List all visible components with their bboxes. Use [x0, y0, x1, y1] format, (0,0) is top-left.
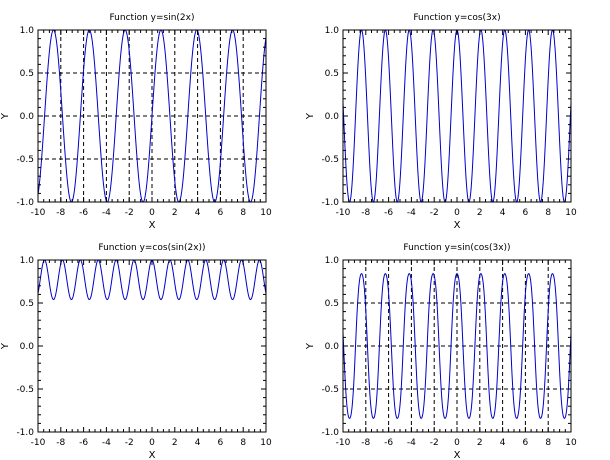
x-tick-label: -6 — [79, 438, 88, 448]
x-tick-label: 4 — [500, 438, 506, 448]
x-tick-label: 2 — [477, 208, 483, 218]
y-tick-label: 0.0 — [325, 342, 340, 352]
x-tick-label: -4 — [407, 208, 416, 218]
subplot-1: Function y=sin(2x) -10 -8 -6 -4 -2 0 2 4 6 8 10 -1.0… — [0, 13, 272, 231]
x-tick-label: 10 — [260, 208, 272, 218]
y-tick-label: 1.0 — [20, 256, 35, 266]
x-tick-label: 4 — [500, 208, 506, 218]
x-tick-label: 10 — [565, 438, 577, 448]
y-axis-label: Y — [305, 342, 316, 350]
x-tick-label: 2 — [172, 438, 178, 448]
x-tick-label: -4 — [102, 208, 111, 218]
x-tick-label: -8 — [361, 208, 370, 218]
x-tick-label: 0 — [149, 438, 155, 448]
plot-frame — [342, 29, 572, 203]
subplot-2: Function y=cos(3x) -10 -8 -6 -4 -2 0 2 4 6 8 10 -1.0… — [305, 13, 577, 231]
x-tick-label: 8 — [240, 438, 246, 448]
x-tick-label: -6 — [384, 438, 393, 448]
x-axis-label: X — [454, 450, 461, 460]
x-tick-label: -8 — [56, 208, 65, 218]
x-tick-label: -2 — [125, 208, 134, 218]
x-tick-label: -8 — [361, 438, 370, 448]
x-tick-label: 0 — [454, 208, 460, 218]
y-tick-label: 0.5 — [20, 69, 34, 79]
x-tick-label: 6 — [218, 208, 224, 218]
x-tick-label: -10 — [31, 438, 46, 448]
x-tick-label: 2 — [172, 208, 178, 218]
y-tick-label: 0.5 — [20, 299, 34, 309]
x-axis-label: X — [454, 220, 461, 231]
x-tick-label: -10 — [31, 208, 46, 218]
y-tick-label: 1.0 — [325, 256, 340, 266]
x-tick-label: 6 — [523, 208, 529, 218]
y-tick-label: 0.0 — [325, 112, 340, 122]
x-tick-label: 0 — [149, 208, 155, 218]
chart-title: Function y=sin(cos(3x)) — [403, 243, 510, 253]
y-tick-label: 1.0 — [20, 26, 35, 36]
series-line — [37, 259, 267, 301]
y-tick-label: -0.5 — [321, 155, 339, 165]
y-tick-label: -1.0 — [321, 198, 339, 208]
y-axis-label: Y — [0, 112, 11, 120]
series-line — [342, 29, 572, 203]
x-tick-label: 8 — [545, 208, 551, 218]
x-tick-label: -2 — [430, 208, 439, 218]
y-tick-label: -1.0 — [321, 428, 339, 438]
chart-title: Function y=cos(sin(2x)) — [98, 243, 205, 253]
y-tick-label: 0.0 — [20, 342, 35, 352]
x-tick-label: 0 — [454, 438, 460, 448]
x-tick-label: 4 — [195, 438, 201, 448]
y-tick-label: 0.5 — [325, 299, 339, 309]
x-tick-label: -2 — [430, 438, 439, 448]
x-axis-label: X — [149, 220, 156, 231]
y-axis-label: Y — [0, 342, 11, 350]
x-tick-label: -2 — [125, 438, 134, 448]
y-tick-label: 0.0 — [20, 112, 35, 122]
y-tick-label: 0.5 — [325, 69, 339, 79]
y-tick-label: 1.0 — [325, 26, 340, 36]
x-tick-label: -4 — [102, 438, 111, 448]
y-tick-label: -1.0 — [16, 198, 34, 208]
x-tick-label: 10 — [565, 208, 577, 218]
x-tick-label: -4 — [407, 438, 416, 448]
y-tick-label: -0.5 — [16, 385, 34, 395]
y-tick-label: -0.5 — [321, 385, 339, 395]
y-tick-label: -0.5 — [16, 155, 34, 165]
plot-frame — [37, 259, 267, 433]
series-line — [342, 273, 572, 419]
subplot-3: Function y=cos(sin(2x)) -10 -8 -6 -4 -2 0 2 4 6 8 1… — [0, 243, 272, 460]
x-tick-label: -6 — [384, 208, 393, 218]
x-axis-label: X — [149, 450, 156, 460]
series-line — [37, 29, 267, 203]
x-tick-label: -10 — [336, 208, 351, 218]
x-tick-label: 4 — [195, 208, 201, 218]
y-axis-label: Y — [305, 112, 316, 120]
x-tick-label: -10 — [336, 438, 351, 448]
x-tick-label: 8 — [240, 208, 246, 218]
x-tick-label: 6 — [218, 438, 224, 448]
chart-title: Function y=sin(2x) — [110, 13, 195, 23]
y-tick-label: -1.0 — [16, 428, 34, 438]
x-tick-label: 2 — [477, 438, 483, 448]
chart-title: Function y=cos(3x) — [413, 13, 500, 23]
x-tick-label: 8 — [545, 438, 551, 448]
subplot-4: Function y=sin(cos(3x)) -10 -8 -6 -4 -2 0 2 4 6 8 1… — [305, 243, 577, 460]
x-tick-label: -8 — [56, 438, 65, 448]
x-tick-label: 6 — [523, 438, 529, 448]
x-tick-label: 10 — [260, 438, 272, 448]
x-tick-label: -6 — [79, 208, 88, 218]
